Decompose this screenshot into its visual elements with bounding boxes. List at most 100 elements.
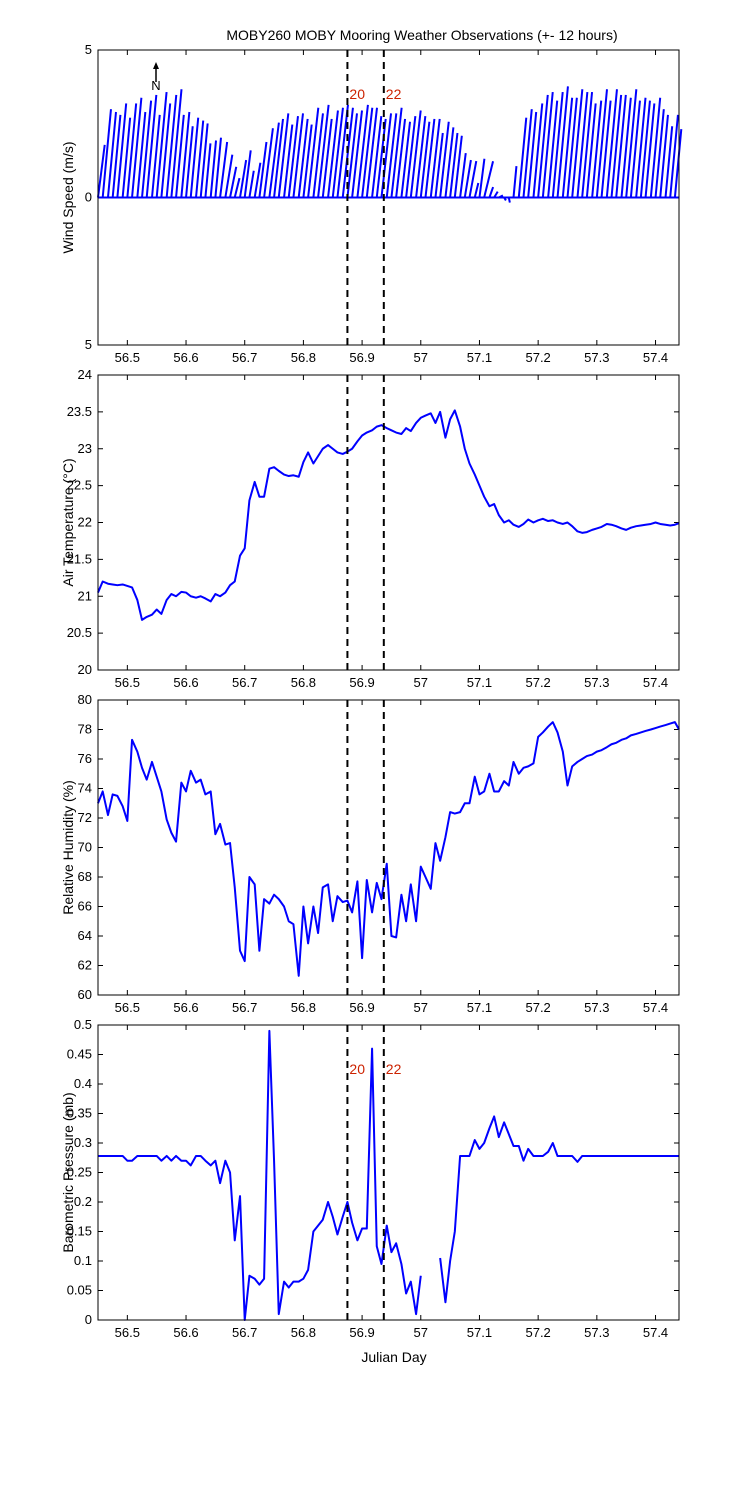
wind-stick: [654, 109, 665, 198]
x-tick-label: 56.7: [232, 1325, 257, 1340]
x-tick-label: 57.4: [643, 675, 668, 690]
y-tick-label: 74: [78, 781, 92, 796]
wind-stick: [415, 116, 427, 198]
wind-stick: [459, 153, 467, 198]
wind-stick: [649, 97, 662, 198]
y-tick-label: 60: [78, 987, 92, 1002]
y-tick-label: 21.5: [67, 551, 92, 566]
wind-stick: [468, 160, 478, 198]
y-tick-label: 0.15: [67, 1224, 92, 1239]
wind-stick: [600, 100, 612, 198]
y-tick-label: 5: [85, 337, 92, 352]
x-tick-label: 56.6: [173, 350, 198, 365]
y-tick-label: 0.3: [74, 1135, 92, 1150]
wind-stick: [312, 113, 324, 198]
x-tick-label: 56.5: [115, 350, 140, 365]
wind-stick: [165, 94, 178, 198]
north-arrow-icon: [153, 62, 159, 69]
wind-stick: [307, 107, 320, 198]
wind-stick: [424, 118, 436, 198]
wind-stick: [561, 97, 574, 198]
wind-stick: [101, 109, 112, 198]
wind-stick: [283, 124, 294, 198]
x-tick-label: 56.9: [349, 675, 374, 690]
y-tick-label: 76: [78, 751, 92, 766]
y-tick-label: 23.5: [67, 404, 92, 419]
y-axis-label: Relative Humidity (%): [60, 780, 76, 915]
wind-stick: [527, 111, 538, 198]
x-tick-label: 57.3: [584, 350, 609, 365]
data-line: [97, 721, 680, 977]
wind-stick: [268, 122, 280, 198]
x-tick-label: 56.9: [349, 1000, 374, 1015]
y-axis-label: Air Temperature (°C): [60, 458, 76, 586]
wind-stick: [493, 191, 499, 199]
wind-stick: [503, 196, 507, 201]
wind-stick: [263, 128, 274, 198]
wind-stick: [327, 110, 339, 198]
x-tick-label: 57.1: [467, 350, 492, 365]
wind-stick: [429, 118, 441, 198]
wind-stick: [581, 91, 594, 198]
wind-stick: [180, 111, 191, 198]
data-line: [98, 1029, 679, 1321]
y-tick-label: 0: [85, 190, 92, 205]
wind-stick: [233, 177, 241, 198]
x-tick-label: 56.6: [173, 1325, 198, 1340]
wind-stick: [434, 132, 444, 198]
wind-stick: [297, 118, 309, 198]
wind-stick: [571, 89, 584, 198]
x-tick-label: 56.5: [115, 675, 140, 690]
data-line: [97, 409, 680, 621]
x-tick-label: 57.3: [584, 1325, 609, 1340]
wind-stick: [321, 118, 333, 198]
wind-stick: [331, 107, 344, 198]
wind-stick: [243, 150, 252, 198]
x-tick-label: 56.5: [115, 1325, 140, 1340]
y-tick-label: 0.45: [67, 1047, 92, 1062]
y-tick-label: 0.05: [67, 1283, 92, 1298]
wind-stick: [507, 197, 511, 203]
wind-stick: [155, 91, 168, 198]
x-tick-label: 56.9: [349, 1325, 374, 1340]
wind-stick: [239, 159, 248, 198]
y-tick-label: 20: [78, 662, 92, 677]
event-marker-label: 22: [386, 1061, 402, 1077]
wind-stick: [97, 144, 106, 198]
wind-stick: [214, 137, 222, 198]
wind-stick: [444, 127, 455, 198]
wind-stick: [639, 100, 651, 198]
wind-stick: [522, 109, 533, 198]
wind-stick: [121, 117, 132, 198]
wind-stick: [620, 97, 632, 198]
plot-frame: [97, 1024, 680, 1321]
wind-stick: [175, 114, 185, 198]
wind-stick: [253, 162, 262, 198]
wind-stick: [351, 110, 363, 198]
wind-stick: [336, 104, 349, 198]
x-tick-label: 57: [414, 675, 428, 690]
wind-stick: [219, 141, 229, 198]
wind-stick: [585, 103, 597, 198]
wind-stick: [669, 114, 679, 198]
wind-stick: [209, 140, 218, 198]
event-marker-label: 20: [349, 86, 365, 102]
wind-stick: [302, 124, 313, 198]
wind-stick: [150, 114, 161, 198]
wind-stick: [405, 116, 417, 198]
y-axis-label: Barometric Pressure (mb): [60, 1092, 76, 1252]
wind-stick: [556, 86, 569, 198]
y-axis-label: Wind Speed (m/s): [60, 141, 76, 253]
wind-stick: [512, 166, 518, 198]
wind-stick: [517, 117, 528, 198]
x-tick-label: 57.4: [643, 350, 668, 365]
wind-stick: [644, 103, 656, 198]
plot-frame: [97, 374, 680, 671]
wind-stick: [395, 118, 407, 198]
wind-stick: [591, 100, 603, 198]
y-tick-label: 20.5: [67, 625, 92, 640]
wind-stick: [463, 159, 472, 198]
x-tick-label: 57.1: [467, 1325, 492, 1340]
wind-stick: [361, 107, 374, 198]
wind-stick: [106, 111, 117, 198]
